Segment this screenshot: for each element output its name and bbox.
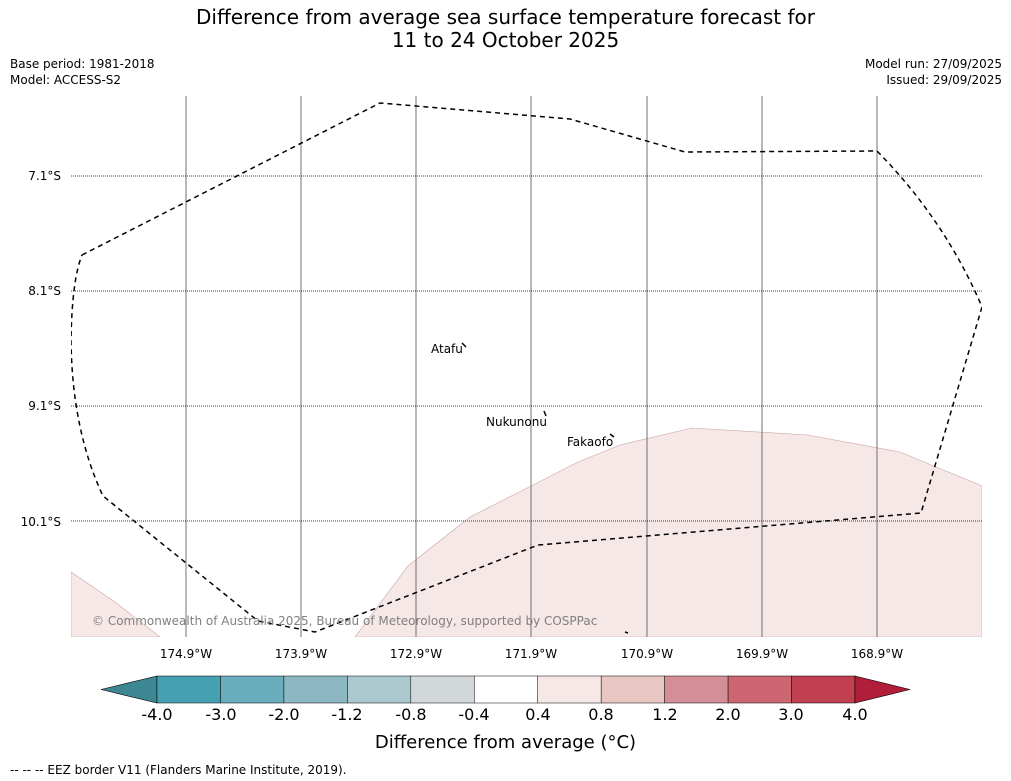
colorbar-extend-low xyxy=(100,675,158,704)
colorbar-tick: 2.0 xyxy=(715,705,741,724)
colorbar-tick: -3.0 xyxy=(205,705,237,724)
fakaofo-island xyxy=(609,433,615,438)
eez-footnote: -- -- -- EEZ border V11 (Flanders Marine… xyxy=(10,763,347,777)
nukunonu-island xyxy=(543,410,547,417)
swains-island xyxy=(624,631,629,634)
colorbar-segments xyxy=(100,675,911,704)
colorbar-tick: 3.0 xyxy=(778,705,804,724)
colorbar-label: Difference from average (°C) xyxy=(374,732,637,753)
lat-label-10-1s: 10.1°S xyxy=(20,515,61,529)
colorbar-tick: -4.0 xyxy=(141,705,173,724)
lat-label-8-1s: 8.1°S xyxy=(28,284,61,298)
colorbar-segment xyxy=(727,675,792,704)
copyright-notice: © Commonwealth of Australia 2025, Bureau… xyxy=(92,614,598,628)
colorbar-tick: -2.0 xyxy=(268,705,300,724)
island-label-nukunonu: Nukunonu xyxy=(486,415,547,429)
colorbar-segment xyxy=(537,675,602,704)
issued-date: Issued: 29/09/2025 xyxy=(886,73,1002,87)
warm-anomaly-region-west xyxy=(71,571,161,637)
title-line-1: Difference from average sea surface temp… xyxy=(195,5,815,29)
run-info: Model run: 27/09/2025 Issued: 29/09/2025 xyxy=(865,56,1002,88)
eez-border xyxy=(71,102,982,633)
colorbar-segment xyxy=(220,675,285,704)
meridians xyxy=(185,96,878,637)
colorbar-segment xyxy=(347,675,412,704)
colorbar-segment xyxy=(283,675,348,704)
colorbar-segment xyxy=(664,675,729,704)
colorbar-segment xyxy=(156,675,221,704)
title-line-2: 11 to 24 October 2025 xyxy=(391,28,620,52)
base-period: Base period: 1981-2018 xyxy=(10,57,155,71)
lat-label-9-1s: 9.1°S xyxy=(28,399,61,413)
colorbar-tick: 1.2 xyxy=(652,705,678,724)
colorbar-tick: 0.4 xyxy=(525,705,551,724)
map-svg xyxy=(71,96,982,637)
colorbar-tick: 0.8 xyxy=(588,705,614,724)
lat-label-7-1s: 7.1°S xyxy=(28,169,61,183)
lon-label-170-9w: 170.9°W xyxy=(620,647,674,661)
colorbar-tick: 4.0 xyxy=(842,705,868,724)
model-info: Base period: 1981-2018 Model: ACCESS-S2 xyxy=(10,56,155,88)
lon-label-172-9w: 172.9°W xyxy=(389,647,443,661)
lon-label-174-9w: 174.9°W xyxy=(159,647,213,661)
map-area[interactable] xyxy=(71,96,982,637)
model-run: Model run: 27/09/2025 xyxy=(864,57,1002,71)
island-label-fakaofo: Fakaofo xyxy=(567,435,614,449)
chart-title: Difference from average sea surface temp… xyxy=(0,6,1011,52)
colorbar-segment xyxy=(791,675,856,704)
colorbar-segment xyxy=(410,675,475,704)
warm-anomaly-region xyxy=(354,427,982,637)
colorbar-tick: -0.4 xyxy=(458,705,490,724)
lon-label-169-9w: 169.9°W xyxy=(735,647,789,661)
model-name: Model: ACCESS-S2 xyxy=(10,73,122,87)
atafu-island xyxy=(461,342,467,348)
lon-label-171-9w: 171.9°W xyxy=(504,647,558,661)
lon-label-168-9w: 168.9°W xyxy=(850,647,904,661)
lon-label-173-9w: 173.9°W xyxy=(274,647,328,661)
colorbar-tick: -0.8 xyxy=(395,705,427,724)
island-label-atafu: Atafu xyxy=(431,342,463,356)
colorbar-tick: -1.2 xyxy=(331,705,363,724)
colorbar-extend-high xyxy=(854,675,911,704)
colorbar-segment xyxy=(600,675,665,704)
colorbar-segment xyxy=(474,675,538,704)
